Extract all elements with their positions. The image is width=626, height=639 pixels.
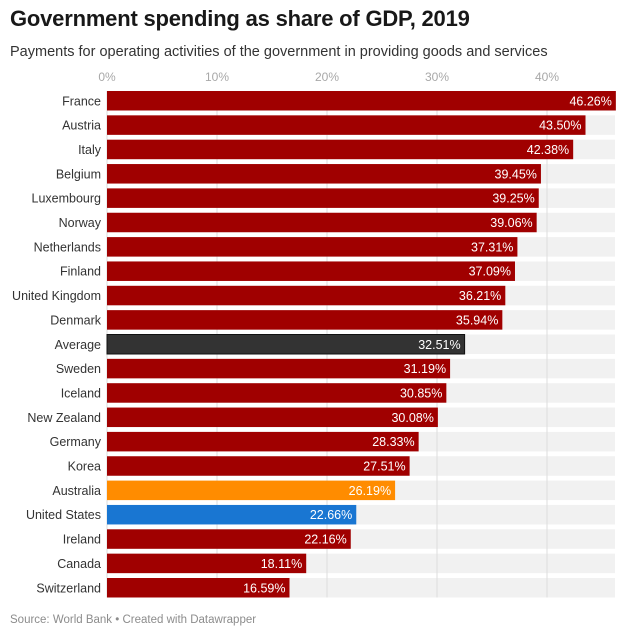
category-label: Australia: [52, 484, 101, 498]
x-tick-label: 40%: [535, 70, 559, 84]
category-label: United Kingdom: [12, 289, 101, 303]
bar-germany: [107, 431, 419, 452]
category-labels: France Austria Italy Belgium Luxembourg Norwa…: [12, 94, 102, 595]
bar-new-zealand: [107, 407, 438, 428]
x-tick-label: 10%: [205, 70, 229, 84]
chart-subtitle: Payments for operating activities of the…: [10, 44, 548, 60]
value-label: 30.08%: [391, 411, 433, 425]
category-label: Iceland: [61, 386, 101, 400]
bar-iceland: [107, 383, 447, 403]
value-label: 28.33%: [372, 435, 414, 449]
x-axis-ticks: 0% 10% 20% 30% 40%: [98, 70, 559, 84]
value-label: 37.31%: [471, 240, 513, 254]
bar-average: [106, 334, 466, 355]
value-label: 36.21%: [459, 289, 501, 303]
category-label: Netherlands: [34, 240, 101, 254]
bar-chart: 0% 10% 20% 30% 40% France Austria Italy Belgium…: [12, 70, 616, 598]
bar-luxembourg: [107, 188, 539, 208]
bars: [106, 91, 616, 598]
category-label: Korea: [68, 460, 101, 474]
x-tick-label: 20%: [315, 70, 339, 84]
value-label: 31.19%: [404, 362, 446, 376]
bar-canada: [107, 553, 307, 574]
value-label: 42.38%: [527, 143, 569, 157]
bar-italy: [107, 139, 574, 160]
value-label: 35.94%: [456, 313, 498, 327]
bar-netherlands: [107, 237, 518, 257]
value-label: 22.66%: [310, 508, 352, 522]
category-label: France: [62, 94, 101, 108]
bar-sweden: [107, 358, 451, 379]
value-label: 39.06%: [490, 216, 532, 230]
category-label: Belgium: [56, 167, 101, 181]
category-label: Austria: [62, 119, 101, 133]
value-label: 37.09%: [469, 265, 511, 279]
value-labels: 46.26% 43.50% 42.38% 39.45% 39.25% 39.06% 37.3…: [243, 94, 612, 595]
bar-korea: [107, 456, 410, 476]
x-tick-label: 30%: [425, 70, 449, 84]
category-label: Finland: [60, 265, 101, 279]
bar-austria: [107, 115, 586, 135]
value-label: 43.50%: [539, 119, 581, 133]
value-label: 27.51%: [363, 460, 405, 474]
bar-australia: [107, 480, 396, 501]
bar-united-states: [107, 504, 357, 525]
value-label: 46.26%: [569, 94, 611, 108]
category-label: Norway: [59, 216, 102, 230]
bar-norway: [107, 212, 537, 233]
value-label: 30.85%: [400, 386, 442, 400]
bar-switzerland: [107, 578, 290, 598]
bar-denmark: [107, 310, 503, 330]
source-footer: Source: World Bank • Created with Datawr…: [10, 614, 257, 626]
bar-belgium: [107, 164, 541, 184]
chart-title: Government spending as share of GDP, 201…: [10, 6, 470, 31]
value-label: 39.45%: [495, 167, 537, 181]
bar-finland: [107, 261, 515, 281]
category-label: Canada: [57, 557, 101, 571]
category-label: United States: [26, 508, 101, 522]
bar-ireland: [107, 529, 351, 549]
category-label: Average: [55, 338, 101, 352]
x-tick-label: 0%: [98, 70, 116, 84]
category-label: Denmark: [50, 313, 101, 327]
value-label: 39.25%: [492, 192, 534, 206]
bar-united-kingdom: [107, 285, 506, 306]
category-label: Italy: [78, 143, 102, 157]
value-label: 22.16%: [304, 533, 346, 547]
value-label: 32.51%: [418, 338, 460, 352]
value-label: 26.19%: [349, 484, 391, 498]
value-label: 18.11%: [261, 557, 302, 571]
category-label: Ireland: [63, 533, 101, 547]
category-label: Germany: [50, 435, 102, 449]
value-label: 16.59%: [243, 581, 285, 595]
category-label: New Zealand: [27, 411, 101, 425]
category-label: Sweden: [56, 362, 101, 376]
bar-france: [107, 91, 616, 111]
category-label: Luxembourg: [32, 192, 102, 206]
category-label: Switzerland: [36, 581, 101, 595]
